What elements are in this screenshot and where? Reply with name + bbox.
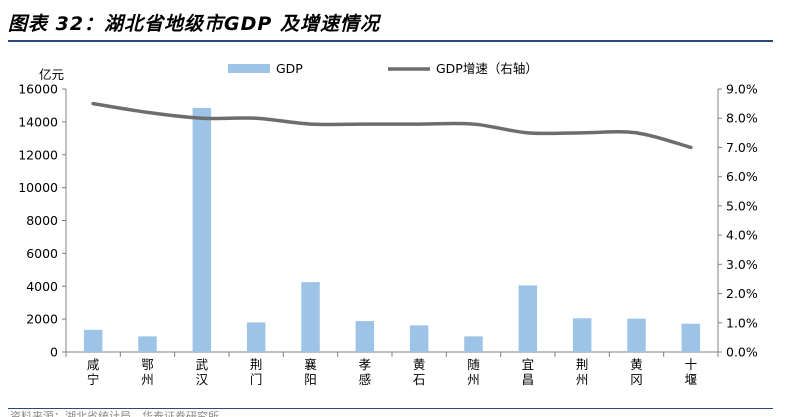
- left-tick-label: 4000: [26, 279, 58, 294]
- gdp-growth-line: [91, 101, 693, 150]
- gdp-growth-point: [526, 131, 530, 135]
- left-axis-unit: 亿元: [39, 67, 64, 82]
- right-tick-label: 8.0%: [726, 111, 758, 126]
- gdp-bar: [572, 318, 592, 352]
- left-tick-label: 16000: [18, 82, 58, 97]
- right-tick-label: 1.0%: [726, 315, 758, 330]
- gdp-bar: [409, 325, 429, 352]
- left-tick-label: 10000: [18, 180, 58, 195]
- gdp-growth-point: [91, 102, 95, 106]
- gdp-bar: [627, 318, 646, 352]
- x-tick-label: 黄冈: [630, 357, 643, 387]
- gdp-bar: [464, 336, 483, 352]
- gdp-growth-point: [145, 110, 150, 114]
- line-series: [91, 101, 693, 150]
- gdp-growth-point: [308, 122, 313, 126]
- gdp-growth-point: [580, 131, 584, 135]
- gdp-bar: [355, 321, 375, 352]
- right-tick-label: 9.0%: [726, 82, 758, 97]
- gdp-growth-point: [471, 122, 476, 126]
- legend-label-gdp: GDP: [276, 61, 303, 76]
- left-tick-label: 6000: [26, 246, 58, 261]
- left-tick-label: 2000: [26, 312, 58, 327]
- legend: GDP GDP增速（右轴）: [228, 61, 538, 76]
- right-tick-label: 2.0%: [726, 286, 758, 301]
- gdp-growth-point: [363, 122, 367, 126]
- x-tick-label: 十堰: [685, 357, 698, 387]
- right-tick-label: 7.0%: [726, 140, 758, 155]
- gdp-bar: [301, 282, 320, 352]
- left-tick-label: 0: [50, 345, 58, 360]
- gdp-bar: [192, 107, 212, 352]
- x-tick-label: 襄阳: [304, 357, 317, 387]
- footer-divider: [8, 408, 773, 409]
- x-tick-label: 荆州: [576, 357, 589, 387]
- title-divider: [8, 40, 773, 42]
- legend-swatch-gdp: [228, 64, 270, 73]
- left-tick-label: 14000: [18, 114, 58, 129]
- chart-title: 图表 32：湖北省地级市GDP 及增速情况: [8, 13, 380, 35]
- gdp-growth-point: [200, 116, 204, 120]
- gdp-growth-point: [417, 122, 421, 126]
- right-tick-label: 4.0%: [726, 228, 758, 243]
- x-tick-label: 孝感: [359, 357, 372, 387]
- left-tick-label: 8000: [26, 213, 58, 228]
- right-tick-label: 3.0%: [726, 257, 758, 272]
- x-tick-label: 荆门: [250, 357, 263, 387]
- gdp-bar: [83, 329, 103, 352]
- gdp-growth-point: [689, 145, 693, 150]
- x-tick-label: 随州: [467, 357, 480, 387]
- legend-label-growth: GDP增速（右轴）: [436, 61, 538, 76]
- chart-header: 图表 32：湖北省地级市GDP 及增速情况: [0, 0, 775, 40]
- gdp-growth-point: [254, 116, 258, 120]
- gdp-bar: [138, 336, 157, 352]
- source-note: 资料来源：湖北省统计局、华泰证券研究所: [10, 410, 219, 417]
- gdp-growth-point: [634, 131, 639, 135]
- right-tick-label: 0.0%: [726, 345, 758, 360]
- x-tick-label: 咸宁: [87, 357, 100, 387]
- chart-area: GDP GDP增速（右轴） 0 2000 4000 6000 8000 10000 12000…: [0, 44, 800, 409]
- chart-svg: GDP GDP增速（右轴） 0 2000 4000 6000 8000 10000 12000…: [18, 61, 758, 387]
- gdp-bar: [681, 323, 701, 352]
- x-tick-label: 黄石: [413, 357, 426, 387]
- x-tick-label: 鄂州: [141, 357, 154, 387]
- gdp-bar: [518, 285, 538, 352]
- x-tick-label: 宜昌: [522, 357, 535, 387]
- bar-series: [83, 107, 701, 352]
- x-tick-label: 武汉: [196, 357, 209, 387]
- right-tick-label: 6.0%: [726, 169, 758, 184]
- left-tick-label: 12000: [18, 147, 58, 162]
- gdp-bar: [246, 322, 266, 352]
- right-tick-label: 5.0%: [726, 198, 758, 213]
